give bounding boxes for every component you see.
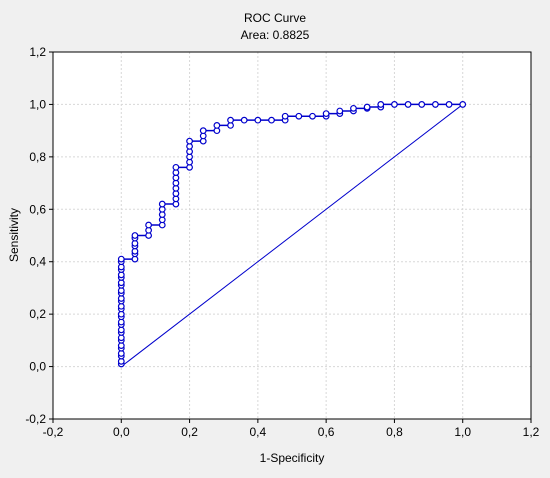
roc-series: [117, 101, 467, 368]
y-axis-label: Sensitivity: [7, 208, 21, 262]
x-tick-label: 0,4: [250, 425, 267, 439]
roc-point: [391, 101, 398, 108]
roc-point: [404, 101, 412, 108]
roc-point: [350, 104, 357, 112]
y-tick-label: 0,2: [29, 307, 46, 321]
roc-point: [254, 116, 262, 124]
roc-point: [213, 121, 221, 129]
roc-point: [145, 221, 153, 229]
roc-point: [309, 112, 316, 120]
x-tick-label: 1,2: [523, 425, 540, 439]
roc-point: [117, 255, 125, 263]
roc-point: [240, 116, 248, 124]
roc-point: [172, 163, 180, 171]
diagonal-line: [120, 104, 464, 367]
plot-frame: [52, 51, 532, 420]
x-tick-label: 0,6: [318, 425, 335, 439]
x-axis-ticks: -0,2 0,0 0,2 0,4 0,6 0,8 1,0 1,2: [43, 419, 540, 439]
roc-point: [336, 107, 344, 115]
x-axis-label: 1-Specificity: [260, 451, 325, 465]
y-tick-label: 0,0: [29, 360, 46, 374]
chart-title: ROC Curve: [244, 11, 306, 25]
roc-point: [186, 137, 193, 145]
x-tick-label: -0,2: [43, 425, 64, 439]
y-tick-label: 0,4: [29, 255, 46, 269]
x-tick-label: 0,2: [181, 425, 198, 439]
roc-point: [322, 110, 330, 118]
roc-point: [281, 112, 289, 120]
x-tick-label: 0,8: [386, 425, 403, 439]
roc-point: [199, 127, 207, 135]
roc-point: [363, 103, 371, 111]
x-tick-label: 0,0: [113, 425, 130, 439]
reference-line: [120, 104, 464, 367]
roc-point: [418, 101, 426, 108]
chart-subtitle: Area: 0.8825: [241, 28, 310, 42]
roc-point: [432, 101, 439, 108]
roc-point: [377, 101, 385, 108]
y-tick-label: 1,0: [29, 97, 46, 111]
roc-point: [131, 232, 139, 239]
roc-point: [295, 112, 303, 120]
roc-point: [227, 116, 234, 124]
roc-point: [445, 101, 453, 108]
x-tick-label: 1,0: [454, 425, 471, 439]
y-tick-label: -0,2: [25, 412, 46, 426]
roc-point: [459, 101, 467, 108]
y-tick-label: 0,6: [29, 202, 46, 216]
y-tick-label: 1,2: [29, 45, 46, 59]
roc-point: [158, 200, 166, 208]
y-axis-ticks: -0,2 0,0 0,2 0,4 0,6 0,8 1,0 1,2: [25, 45, 53, 426]
roc-point: [268, 116, 275, 124]
y-tick-label: 0,8: [29, 150, 46, 164]
